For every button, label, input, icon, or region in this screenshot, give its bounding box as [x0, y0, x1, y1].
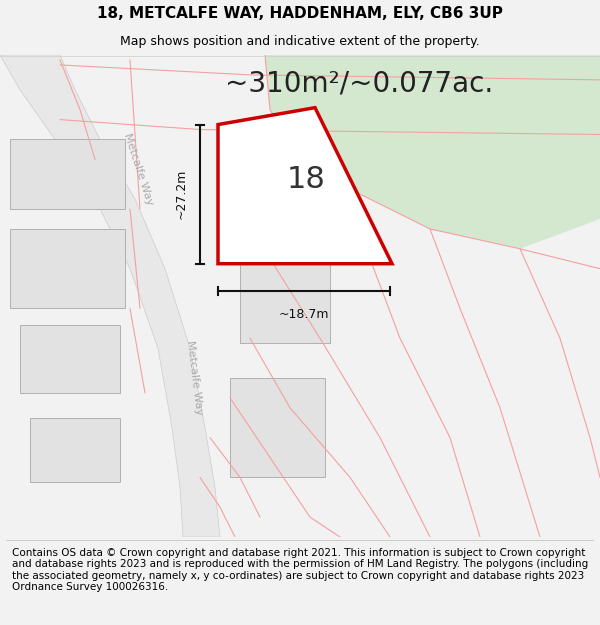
Bar: [10, 229, 125, 308]
Bar: [30, 418, 120, 482]
Text: ~27.2m: ~27.2m: [175, 169, 188, 219]
Text: Metcalfe Way: Metcalfe Way: [122, 132, 154, 206]
Text: ~310m²/~0.077ac.: ~310m²/~0.077ac.: [225, 70, 493, 98]
Text: Map shows position and indicative extent of the property.: Map shows position and indicative extent…: [120, 35, 480, 48]
Text: Metcalfe Way: Metcalfe Way: [185, 340, 205, 416]
Polygon shape: [265, 55, 600, 249]
Bar: [230, 378, 325, 478]
Bar: [240, 204, 330, 343]
Text: 18, METCALFE WAY, HADDENHAM, ELY, CB6 3UP: 18, METCALFE WAY, HADDENHAM, ELY, CB6 3U…: [97, 6, 503, 21]
Text: Contains OS data © Crown copyright and database right 2021. This information is : Contains OS data © Crown copyright and d…: [12, 548, 588, 592]
Bar: [20, 326, 120, 393]
Polygon shape: [218, 107, 392, 264]
Polygon shape: [0, 55, 220, 537]
Text: 18: 18: [286, 166, 325, 194]
Bar: [10, 139, 125, 209]
Text: ~18.7m: ~18.7m: [279, 308, 329, 321]
